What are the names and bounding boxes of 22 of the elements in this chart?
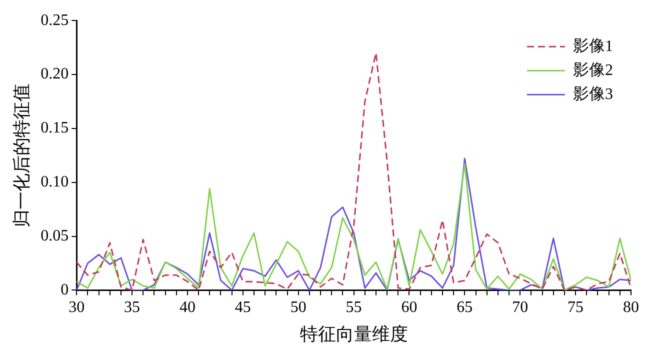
y-axis-title: 归一化后的特征值 — [12, 83, 32, 228]
x-tick-label: 30 — [68, 299, 85, 316]
y-tick-label: 0.20 — [40, 66, 69, 83]
x-axis-title: 特征向量维度 — [300, 324, 408, 344]
legend-label: 影像2 — [573, 62, 613, 79]
x-tick-label: 60 — [401, 299, 418, 316]
x-tick-label: 75 — [568, 299, 584, 316]
y-tick-label: 0 — [60, 281, 69, 298]
x-tick-label: 35 — [124, 299, 140, 316]
x-tick-label: 65 — [456, 299, 473, 316]
y-tick-label: 0.25 — [40, 12, 69, 29]
legend-label: 影像1 — [573, 38, 613, 55]
x-tick-label: 50 — [290, 299, 306, 316]
y-tick-label: 0.05 — [40, 227, 69, 244]
x-tick-label: 80 — [623, 299, 639, 316]
x-tick-label: 55 — [346, 299, 362, 316]
y-tick-label: 0.10 — [40, 174, 69, 191]
legend-label: 影像3 — [573, 86, 613, 103]
x-tick-label: 45 — [234, 299, 251, 316]
x-tick-label: 70 — [512, 299, 528, 316]
y-tick-label: 0.15 — [40, 120, 69, 137]
x-tick-label: 40 — [179, 299, 196, 316]
